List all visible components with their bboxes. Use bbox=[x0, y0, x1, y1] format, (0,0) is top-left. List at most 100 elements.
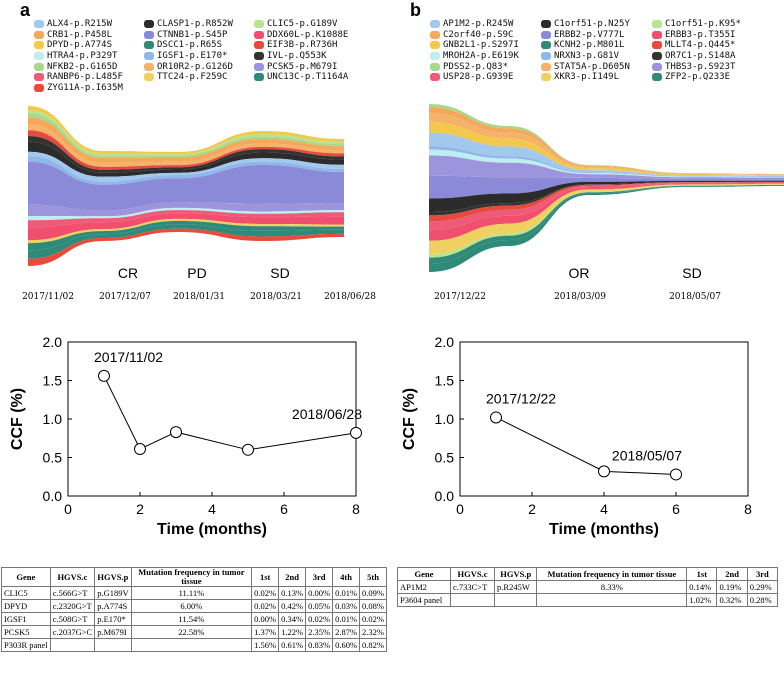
table-cell: 0.60% bbox=[332, 638, 361, 652]
table-cell: p.A774S bbox=[94, 599, 132, 613]
panel-letter-b: b bbox=[410, 0, 421, 20]
table-cell: 0.32% bbox=[716, 593, 748, 607]
point-annotation: 2017/12/22 bbox=[486, 390, 556, 406]
legend-swatch bbox=[430, 62, 440, 71]
y-tick-label: 1.0 bbox=[43, 411, 63, 427]
table-cell: 1.37% bbox=[251, 625, 280, 639]
legend-swatch bbox=[652, 62, 662, 71]
table-cell: 0.01% bbox=[332, 612, 361, 626]
legend-item: HTRA4-p.P329T bbox=[34, 51, 144, 62]
legend-item: NRXN3-p.G81V bbox=[541, 51, 652, 62]
column-header: 3rd bbox=[305, 567, 334, 587]
legend-swatch bbox=[541, 41, 551, 50]
legend-item: ERBB2-p.V777L bbox=[541, 30, 652, 41]
data-point bbox=[350, 426, 362, 439]
clone-stream bbox=[28, 213, 344, 241]
table-cell: CLIC5 bbox=[1, 586, 51, 600]
column-header: Mutation frequency in tumor tissue bbox=[130, 567, 253, 587]
data-point bbox=[670, 468, 682, 481]
legend-item: PCSK5-p.M679I bbox=[254, 61, 364, 72]
legend-item: ERBB3-p.T355I bbox=[652, 30, 760, 41]
legend-label: C2orf40-p.S9C bbox=[443, 29, 514, 40]
table-cell: 0.28% bbox=[746, 593, 779, 607]
mutation-table-b: Gene HGVS.c HGVS.p Mutation frequency in tu… bbox=[397, 567, 779, 607]
state-label-or: OR bbox=[568, 265, 590, 281]
legend-label: DDX60L-p.K1088E bbox=[267, 29, 349, 40]
legend-label: ERBB2-p.V777L bbox=[554, 29, 625, 40]
table-cell: p.M679I bbox=[94, 625, 132, 639]
legend-swatch bbox=[430, 30, 440, 39]
table-cell: AP1M2 bbox=[397, 580, 451, 594]
table-cell: 11.11% bbox=[130, 586, 253, 600]
legend-swatch bbox=[34, 83, 44, 92]
table-cell: 0.08% bbox=[359, 599, 387, 613]
legend-swatch bbox=[430, 52, 440, 61]
table-cell: 1.56% bbox=[251, 638, 280, 652]
clone-stream bbox=[429, 180, 784, 213]
y-tick-label: 2.0 bbox=[435, 334, 455, 350]
y-tick-label: 1.5 bbox=[435, 373, 455, 389]
legend-swatch bbox=[254, 30, 264, 39]
column-header: Mutation frequency in tumor tissue bbox=[536, 567, 688, 581]
legend-label: RANBP6-p.L485F bbox=[47, 72, 123, 83]
table-cell: 0.09% bbox=[359, 586, 387, 600]
data-point bbox=[170, 426, 182, 439]
legend-label: ZYG11A-p.I635M bbox=[47, 82, 123, 93]
legend-swatch bbox=[652, 20, 662, 29]
table-header-row: Gene HGVS.c HGVS.p Mutation frequency in tu… bbox=[397, 567, 779, 581]
clone-stream bbox=[28, 221, 344, 251]
legend-swatch bbox=[652, 52, 662, 61]
y-tick-label: 0.5 bbox=[43, 450, 63, 466]
legend-item: XKR3-p.I149L bbox=[541, 72, 652, 83]
table-cell: p.G189V bbox=[94, 586, 132, 600]
column-header: HGVS.c bbox=[49, 567, 96, 587]
legend-item: DPYD-p.A774S bbox=[34, 40, 144, 51]
legend-label: HTRA4-p.P329T bbox=[47, 51, 118, 62]
clone-stream bbox=[429, 132, 784, 178]
table-cell: 0.05% bbox=[305, 599, 334, 613]
legend-item: DDX60L-p.K1088E bbox=[254, 30, 364, 41]
table-cell: 0.00% bbox=[305, 586, 334, 600]
table-cell: 0.83% bbox=[305, 638, 334, 652]
clone-stream bbox=[28, 117, 344, 163]
table-cell: 0.14% bbox=[686, 580, 718, 594]
table-row: PCSK5 c.2037G>C p.M679I 22.58% 1.37% 1.22% 2.3… bbox=[1, 625, 387, 639]
date-label: 2018/01/31 bbox=[173, 292, 225, 302]
legend-item: MLLT4-p.Q445* bbox=[652, 40, 760, 51]
legend-label: CLIC5-p.G189V bbox=[267, 19, 338, 30]
column-header: 2nd bbox=[278, 567, 307, 587]
legend-item: RANBP6-p.L485F bbox=[34, 72, 144, 83]
legend-item: AP1M2-p.R245W bbox=[430, 19, 541, 30]
legend-item: IVL-p.Q553K bbox=[254, 51, 364, 62]
legend-swatch bbox=[652, 41, 662, 50]
table-cell: 2.32% bbox=[359, 625, 387, 639]
table-cell: 22.58% bbox=[130, 625, 253, 639]
legend-label: AP1M2-p.R245W bbox=[443, 19, 514, 30]
table-cell: 0.03% bbox=[332, 599, 361, 613]
legend-item: CTNNB1-p.S45P bbox=[144, 30, 254, 41]
legend-item: NFKB2-p.G165D bbox=[34, 61, 144, 72]
legend-label: OR10R2-p.G126D bbox=[157, 61, 233, 72]
table-cell: 1.22% bbox=[278, 625, 307, 639]
legend-label: PDSS2-p.Q83* bbox=[443, 61, 509, 72]
legend-item: C1orf51-p.N25Y bbox=[541, 19, 652, 30]
legend-item: C2orf40-p.S9C bbox=[430, 30, 541, 41]
y-tick-label: 1.0 bbox=[435, 411, 455, 427]
point-annotation: 2017/11/02 bbox=[94, 349, 163, 365]
legend-swatch bbox=[541, 73, 551, 82]
x-tick-label: 4 bbox=[208, 501, 216, 517]
clone-stream bbox=[429, 175, 784, 199]
data-point bbox=[98, 369, 110, 382]
x-tick-label: 2 bbox=[136, 501, 144, 517]
table-cell bbox=[49, 638, 96, 652]
column-header: 1st bbox=[251, 567, 280, 587]
table-row: CLIC5 c.566G>T p.G189V 11.11% 0.02% 0.13% 0.00… bbox=[1, 586, 387, 600]
legend-swatch bbox=[541, 52, 551, 61]
legend-label: DPYD-p.A774S bbox=[47, 40, 113, 51]
point-annotation: 2018/06/28 bbox=[292, 406, 362, 422]
table-cell: 6.00% bbox=[130, 599, 253, 613]
column-header: HGVS.c bbox=[449, 567, 496, 581]
x-tick-label: 2 bbox=[528, 501, 536, 517]
legend-label: MLLT4-p.Q445* bbox=[665, 40, 736, 51]
date-label: 2018/06/28 bbox=[324, 292, 376, 302]
